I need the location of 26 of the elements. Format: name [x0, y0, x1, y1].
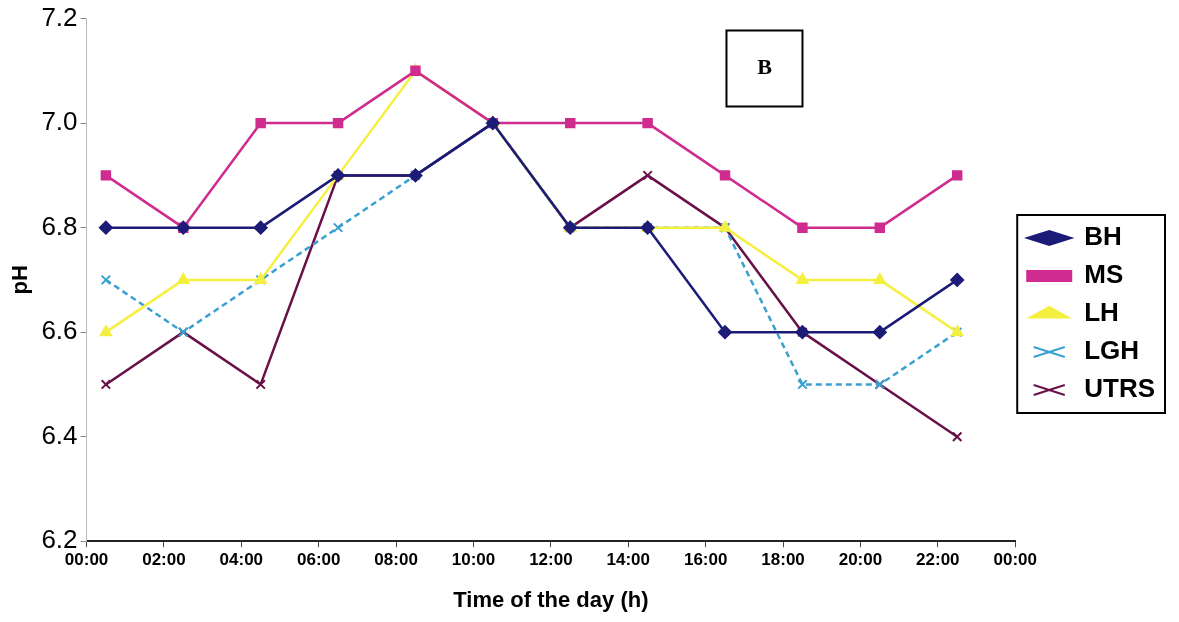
y-tick-label: 6.6: [41, 315, 78, 346]
y-axis-title: pH: [7, 265, 33, 295]
y-tick-label: 7.2: [41, 1, 78, 32]
y-tick-label: 7.0: [41, 106, 78, 137]
x-tick-label: 08:00: [374, 550, 418, 570]
x-tick-label: 20:00: [838, 550, 883, 570]
x-tick-label: 12:00: [529, 550, 573, 570]
x-tick-label: 02:00: [142, 550, 186, 570]
x-tick-label: 16:00: [683, 550, 728, 570]
legend-label: LGH: [1084, 335, 1140, 366]
legend-label: MS: [1084, 259, 1124, 290]
x-tick-label: 04:00: [219, 550, 264, 570]
annotation: B: [757, 54, 773, 80]
x-tick-label: 06:00: [296, 550, 341, 570]
legend-label: BH: [1084, 221, 1122, 252]
x-tick-label: 10:00: [451, 550, 496, 570]
x-tick-label: 22:00: [916, 550, 960, 570]
x-tick-label: 00:00: [64, 550, 109, 570]
x-axis-title: Time of the day (h): [453, 586, 649, 612]
legend-label: UTRS: [1084, 373, 1155, 404]
x-tick-label: 18:00: [761, 550, 805, 570]
legend-label: LH: [1084, 297, 1119, 328]
x-tick-label: 00:00: [993, 550, 1037, 570]
x-tick-label: 14:00: [606, 550, 651, 570]
y-tick-label: 6.8: [41, 210, 78, 241]
y-tick-label: 6.4: [41, 419, 78, 450]
